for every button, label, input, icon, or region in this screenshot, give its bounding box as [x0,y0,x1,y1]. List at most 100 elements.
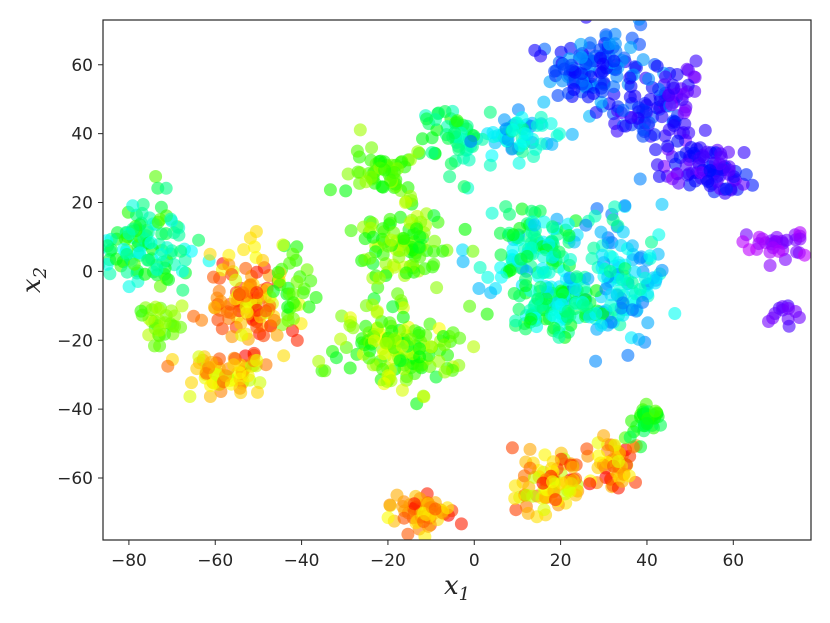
scatter-point [420,112,434,126]
scatter-point [793,232,807,246]
scatter-point [486,126,500,139]
scatter-point [456,255,470,269]
scatter-point [583,477,597,491]
scatter-point [599,28,613,42]
scatter-point [659,70,672,84]
scatter-point [425,146,439,159]
scatter-point [428,234,442,248]
scatter-point [604,298,618,312]
scatter-point [183,390,197,403]
scatter-point [393,210,407,224]
scatter-point [521,506,535,520]
scatter-point [623,71,637,85]
scatter-point [413,350,427,364]
scatter-point [175,299,189,313]
scatter-point [377,347,391,361]
scatter-point [508,491,522,505]
scatter-point [366,230,380,244]
scatter-point [587,87,600,100]
scatter-point [481,270,495,284]
scatter-point [551,89,565,102]
scatter-point [367,334,381,348]
scatter-point [561,217,575,231]
scatter-point [203,390,217,403]
scatter-point [593,51,607,65]
scatter-point [570,270,584,284]
scatter-point [235,328,249,342]
scatter-point [563,484,577,498]
scatter-point [677,87,690,101]
scatter-point [149,170,163,183]
scatter-point [606,213,620,227]
y-tick-label: 0 [82,262,93,282]
scatter-point [136,198,150,211]
scatter-point [103,234,104,239]
scatter-point [652,170,666,183]
scatter-point [393,354,407,368]
scatter-point [625,303,639,317]
scatter-point [618,262,632,276]
scatter-point [607,54,621,68]
scatter-point [619,119,633,133]
y-tick-label: −60 [57,469,93,489]
scatter-point [678,103,692,117]
scatter-point [701,174,715,188]
scatter-point [472,282,486,295]
scatter-point [616,103,630,117]
plot-frame [102,19,812,541]
scatter-point [168,319,182,333]
scatter-point [248,240,261,254]
scatter-point [211,313,225,327]
scatter-point [467,340,481,354]
scatter-point [432,354,446,368]
scatter-point [401,527,415,540]
scatter-point [257,329,270,343]
scatter-point [574,37,588,51]
x-tick-label: 60 [722,551,744,571]
scatter-point [109,252,123,266]
scatter-point [537,266,550,280]
scatter-point [523,442,537,456]
scatter-point [190,362,204,376]
scatter-point [390,488,404,502]
scatter-point [597,429,611,443]
scatter-point [650,59,664,73]
scatter-point [411,145,425,159]
y-tick-label: 60 [71,56,93,76]
scatter-point [526,489,540,503]
scatter-point [756,232,769,246]
scatter-point [399,266,413,280]
scatter-point [142,328,156,342]
scatter-point [523,461,537,475]
scatter-point [397,511,411,525]
scatter-point [351,165,365,179]
scatter-point [222,248,236,262]
scatter-point [222,258,236,272]
scatter-point [466,244,480,258]
scatter-point [161,359,175,373]
scatter-point [160,241,174,255]
scatter-point [267,313,281,327]
scatter-point [643,249,657,263]
scatter-point [365,141,379,155]
scatter-point [286,247,300,261]
y-tick-label: 20 [71,194,93,214]
points-layer [103,20,811,540]
scatter-point [537,503,551,517]
scatter-point [386,300,400,314]
x-axis-label: x1 [444,571,470,605]
scatter-point [290,333,304,347]
scatter-point [364,170,378,184]
scatter-point [585,252,599,265]
scatter-point [626,440,640,454]
scatter-point [192,233,206,247]
scatter-point [384,233,398,247]
scatter-point [438,338,451,352]
scatter-point [343,361,357,375]
scatter-point [636,53,650,67]
scatter-point [417,390,431,404]
scatter-point [153,323,167,337]
scatter-point [655,110,669,124]
scatter-point [427,209,441,223]
